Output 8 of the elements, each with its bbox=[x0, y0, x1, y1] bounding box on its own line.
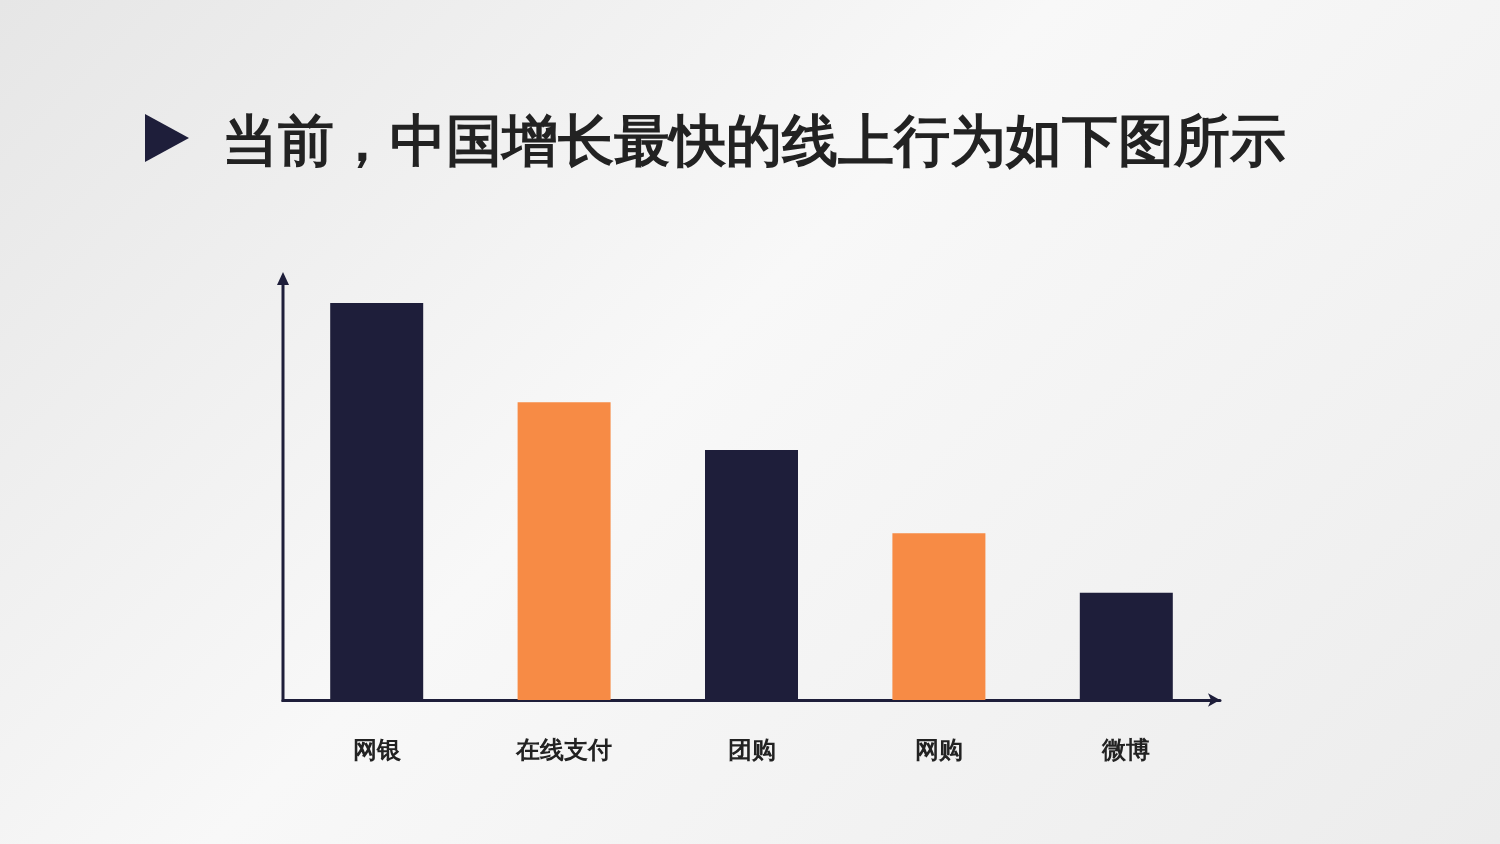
x-tick-label: 团购 bbox=[727, 736, 776, 764]
x-tick-label: 微博 bbox=[1101, 736, 1151, 764]
bar bbox=[892, 533, 986, 700]
bar bbox=[517, 402, 611, 700]
chart-title: 当前，中国增长最快的线上行为如下图所示 bbox=[222, 107, 1286, 175]
x-tick-label: 网购 bbox=[914, 736, 963, 764]
x-tick-label: 在线支付 bbox=[515, 736, 613, 764]
x-tick-label: 网银 bbox=[352, 736, 402, 764]
